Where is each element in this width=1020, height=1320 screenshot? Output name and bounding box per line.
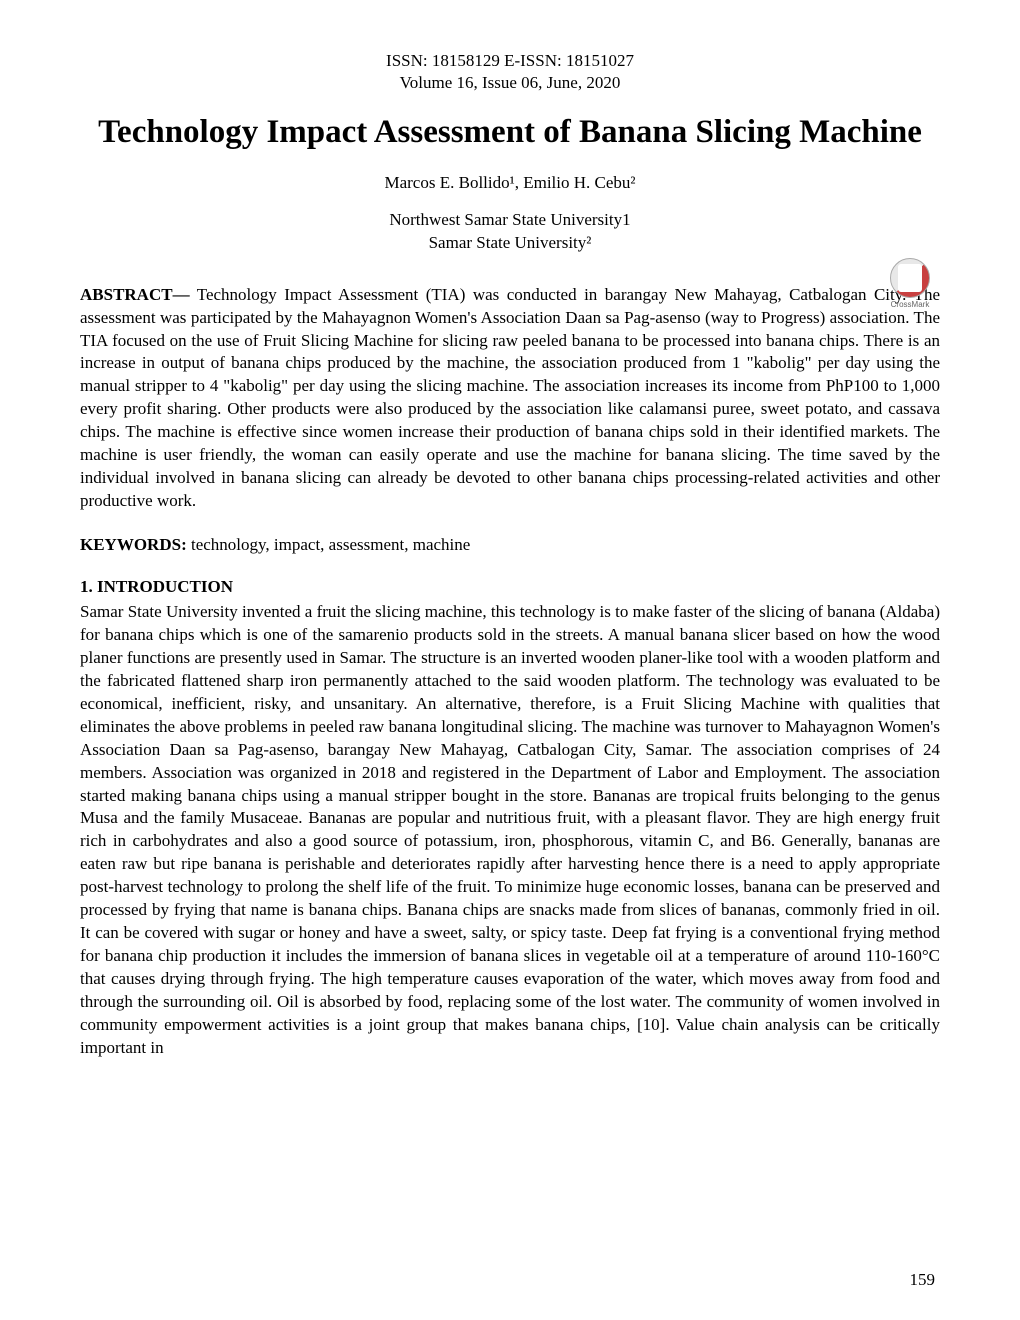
affiliations-block: Northwest Samar State University1 Samar … [80,209,940,253]
paper-title: Technology Impact Assessment of Banana S… [80,112,940,153]
issn-line: ISSN: 18158129 E-ISSN: 18151027 [80,50,940,72]
abstract-block: ABSTRACT— Technology Impact Assessment (… [80,284,940,513]
abstract-label: ABSTRACT— [80,285,190,304]
keywords-label: KEYWORDS: [80,535,187,554]
crossmark-badge[interactable]: CrossMark [885,258,935,316]
crossmark-icon [890,258,930,298]
keywords-block: KEYWORDS: technology, impact, assessment… [80,535,940,555]
header-meta: ISSN: 18158129 E-ISSN: 18151027 Volume 1… [80,50,940,94]
affiliation-1: Northwest Samar State University1 [80,209,940,231]
authors-line: Marcos E. Bollido¹, Emilio H. Cebu² [80,173,940,193]
keywords-text: technology, impact, assessment, machine [187,535,471,554]
crossmark-label: CrossMark [891,300,930,309]
abstract-text: Technology Impact Assessment (TIA) was c… [80,285,940,510]
section-heading-introduction: 1. INTRODUCTION [80,577,940,597]
introduction-body: Samar State University invented a fruit … [80,601,940,1060]
affiliation-2: Samar State University² [80,232,940,254]
volume-line: Volume 16, Issue 06, June, 2020 [80,72,940,94]
crossmark-inner-icon [898,264,922,292]
page-number: 159 [910,1270,936,1290]
